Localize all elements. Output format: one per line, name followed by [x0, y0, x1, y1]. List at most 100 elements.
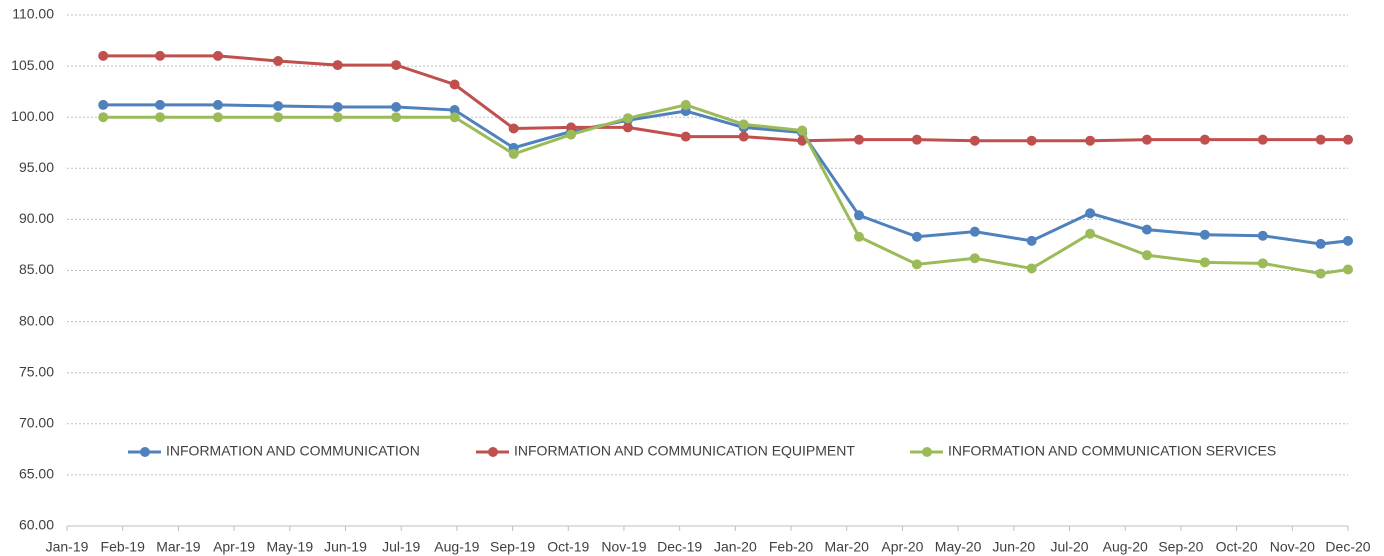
series-marker: [1199, 134, 1210, 145]
series-marker: [1141, 134, 1152, 145]
x-tick-label: Apr-19: [213, 539, 255, 555]
y-tick-label: 85.00: [19, 261, 54, 277]
legend-label: INFORMATION AND COMMUNICATION SERVICES: [948, 443, 1276, 459]
series-marker: [680, 99, 691, 110]
series-marker: [622, 122, 633, 133]
x-tick-label: Apr-20: [881, 539, 923, 555]
x-tick-label: Dec-20: [1325, 539, 1370, 555]
y-tick-label: 75.00: [19, 363, 54, 379]
series-marker: [911, 231, 922, 242]
series-marker: [1085, 228, 1096, 239]
y-tick-label: 110.00: [12, 6, 54, 22]
x-tick-label: Aug-19: [434, 539, 479, 555]
x-tick-label: Jun-19: [324, 539, 367, 555]
series-marker: [212, 112, 223, 123]
series-marker: [1085, 135, 1096, 146]
legend-marker: [488, 447, 498, 457]
x-tick-label: Jul-20: [1050, 539, 1088, 555]
series-marker: [1315, 238, 1326, 249]
series-marker: [508, 148, 519, 159]
series-line: [103, 103, 1349, 276]
series-marker: [273, 55, 284, 66]
series-marker: [1141, 250, 1152, 261]
series-marker: [1026, 235, 1037, 246]
y-tick-label: 95.00: [19, 159, 54, 175]
series-marker: [508, 123, 519, 134]
series-marker: [1257, 134, 1268, 145]
y-tick-label: 100.00: [11, 108, 54, 124]
series-marker: [98, 99, 109, 110]
x-tick-label: May-19: [266, 539, 313, 555]
series-marker: [853, 134, 864, 145]
x-tick-label: Jan-19: [46, 539, 89, 555]
legend-label: INFORMATION AND COMMUNICATION: [166, 443, 420, 459]
x-tick-label: Oct-19: [547, 539, 589, 555]
series-marker: [797, 125, 808, 136]
series-marker: [969, 135, 980, 146]
series-marker: [1199, 257, 1210, 268]
series-marker: [622, 113, 633, 124]
series-marker: [391, 101, 402, 112]
series-marker: [449, 79, 460, 90]
series-marker: [1026, 263, 1037, 274]
series-marker: [155, 99, 166, 110]
series-marker: [1257, 258, 1268, 269]
series-marker: [853, 210, 864, 221]
x-tick-label: Sep-20: [1158, 539, 1203, 555]
series-marker: [566, 122, 577, 133]
legend-label: INFORMATION AND COMMUNICATION EQUIPMENT: [514, 443, 855, 459]
x-tick-label: Mar-20: [825, 539, 870, 555]
x-tick-label: Mar-19: [156, 539, 201, 555]
series-marker: [1343, 134, 1353, 145]
series-line: [103, 54, 1348, 143]
series-marker: [1315, 268, 1326, 279]
series-marker: [332, 112, 343, 123]
legend-marker: [140, 447, 150, 457]
x-tick-label: May-20: [935, 539, 982, 555]
series-marker: [332, 101, 343, 112]
x-tick-label: Jan-20: [714, 539, 757, 555]
series-marker: [1141, 224, 1152, 235]
series-marker: [969, 226, 980, 237]
x-tick-label: Oct-20: [1216, 539, 1258, 555]
x-tick-label: Nov-19: [601, 539, 646, 555]
x-tick-label: Dec-19: [657, 539, 702, 555]
legend-marker: [922, 447, 932, 457]
series-marker: [853, 231, 864, 242]
series-marker: [449, 105, 460, 116]
series-marker: [1315, 134, 1326, 145]
series-marker: [969, 253, 980, 264]
series-marker: [391, 60, 402, 71]
series-marker: [1085, 208, 1096, 219]
x-tick-label: Feb-20: [769, 539, 814, 555]
series-marker: [273, 112, 284, 123]
series-marker: [1257, 230, 1268, 241]
y-tick-label: 105.00: [11, 57, 54, 73]
series-marker: [1343, 235, 1353, 246]
series-marker: [911, 259, 922, 270]
y-tick-label: 60.00: [19, 517, 54, 533]
y-tick-label: 90.00: [19, 210, 54, 226]
series-marker: [449, 112, 460, 123]
series-marker: [155, 50, 166, 61]
series-marker: [212, 50, 223, 61]
y-tick-label: 80.00: [19, 312, 54, 328]
series-marker: [155, 112, 166, 123]
x-tick-label: Jun-20: [992, 539, 1035, 555]
y-tick-label: 70.00: [19, 415, 54, 431]
series-marker: [1026, 135, 1037, 146]
series-marker: [98, 112, 109, 123]
x-tick-label: Aug-20: [1103, 539, 1148, 555]
series-marker: [738, 119, 749, 130]
series-marker: [680, 131, 691, 142]
x-tick-label: Feb-19: [101, 539, 146, 555]
series-marker: [566, 129, 577, 140]
series-marker: [332, 60, 343, 71]
series-marker: [911, 134, 922, 145]
series-marker: [98, 50, 109, 61]
series-marker: [1199, 229, 1210, 240]
series-line: [103, 103, 1349, 246]
x-tick-label: Nov-20: [1270, 539, 1315, 555]
series-marker: [738, 131, 749, 142]
